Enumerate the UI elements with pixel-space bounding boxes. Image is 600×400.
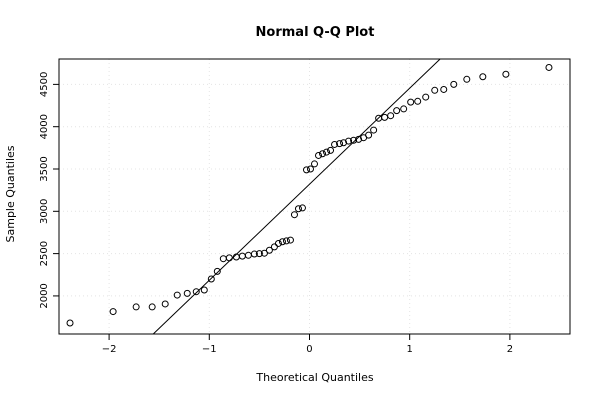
data-point <box>450 80 458 88</box>
plot-frame <box>58 58 571 335</box>
data-point <box>260 249 268 257</box>
data-point <box>345 137 353 145</box>
data-point <box>250 250 258 258</box>
data-point <box>331 140 339 148</box>
data-point <box>365 131 373 139</box>
x-axis-label: Theoretical Quantiles <box>255 371 373 384</box>
x-tick-label: −2 <box>102 344 117 355</box>
data-point <box>173 291 181 299</box>
data-point <box>286 236 294 244</box>
data-point <box>407 98 415 106</box>
data-point <box>400 105 408 113</box>
data-point <box>255 250 263 258</box>
data-point <box>393 107 401 115</box>
data-point <box>294 205 302 213</box>
data-point <box>290 211 298 219</box>
x-tick-label: 0 <box>306 344 312 355</box>
data-point <box>265 246 273 254</box>
data-point <box>440 85 448 93</box>
data-point <box>323 148 331 156</box>
data-point <box>545 63 553 71</box>
y-tick-label: 2500 <box>39 241 50 266</box>
data-point <box>414 97 422 105</box>
data-point <box>327 146 335 154</box>
data-point <box>336 140 344 148</box>
data-point <box>381 113 389 121</box>
data-point <box>207 275 215 283</box>
x-tick-label: 2 <box>507 344 513 355</box>
data-point <box>161 300 169 308</box>
data-point <box>350 136 358 144</box>
data-point <box>109 308 117 316</box>
x-tick-label: 1 <box>406 344 412 355</box>
data-point <box>319 150 327 158</box>
data-point <box>431 86 439 94</box>
data-point <box>355 135 363 143</box>
data-point <box>502 70 510 78</box>
y-tick-label: 4500 <box>39 72 50 97</box>
data-point <box>270 243 278 251</box>
y-tick-label: 4000 <box>39 114 50 139</box>
data-point <box>183 289 191 297</box>
grid-lines <box>59 59 570 334</box>
data-point <box>306 165 314 173</box>
data-point <box>479 73 487 81</box>
data-point <box>200 286 208 294</box>
reference-line-layer <box>152 58 441 335</box>
data-point <box>302 166 310 174</box>
data-point <box>340 139 348 147</box>
y-tick-label: 3500 <box>39 156 50 181</box>
x-axis-ticks: −2 −1 0 1 2 <box>102 334 513 355</box>
data-point <box>274 239 282 247</box>
data-point <box>387 112 395 120</box>
data-point <box>422 93 430 101</box>
qq-reference-line <box>152 58 441 335</box>
data-point <box>192 288 200 296</box>
data-point <box>219 255 227 263</box>
data-point <box>311 160 318 168</box>
chart-title: Normal Q-Q Plot <box>256 25 375 40</box>
data-point <box>66 319 74 327</box>
data-point <box>282 237 290 245</box>
data-point <box>148 303 156 311</box>
data-point <box>315 151 323 159</box>
data-point <box>132 303 140 311</box>
data-point <box>298 204 306 212</box>
data-points <box>66 63 553 327</box>
y-axis-label: Sample Quantiles <box>4 145 17 242</box>
data-point <box>278 238 286 246</box>
data-point <box>238 252 246 260</box>
data-point <box>463 75 471 83</box>
x-tick-label: −1 <box>202 344 217 355</box>
data-point <box>225 254 233 262</box>
y-tick-label: 3000 <box>39 199 50 224</box>
data-point <box>213 267 221 275</box>
y-tick-label: 2000 <box>39 283 50 308</box>
y-axis-ticks: 2000 2500 3000 3500 4000 4500 <box>39 72 59 309</box>
data-point <box>370 126 378 134</box>
data-point <box>244 251 252 259</box>
